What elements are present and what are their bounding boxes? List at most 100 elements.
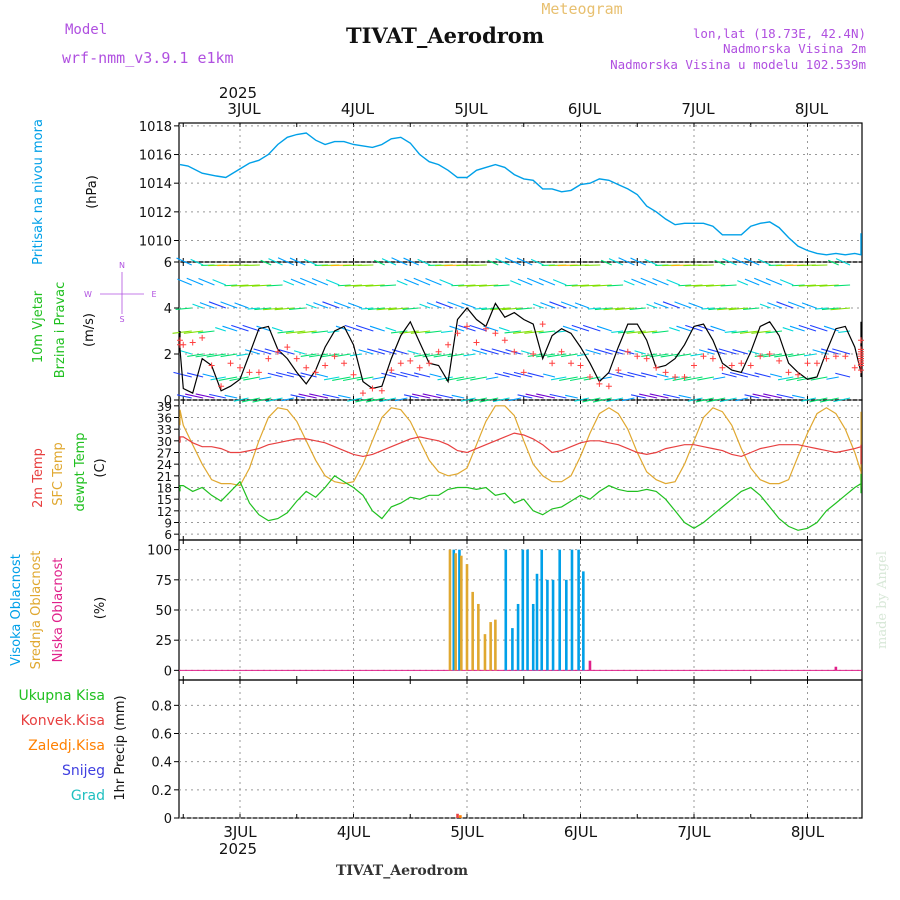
wind-marker [492,330,499,337]
wind-marker [284,344,291,351]
wind-vector [320,353,340,358]
temp-dew-label: dewpt Temp [73,432,88,511]
wind-vector [417,258,431,266]
precip-ytick-label: 0.4 [151,756,172,771]
wind-marker [265,355,272,362]
top-day-label: 4JUL [341,100,375,118]
wind-vector [264,348,283,355]
top-day-label: 3JUL [227,100,261,118]
wind-vector [435,301,454,309]
wind-vector [480,348,499,355]
wind-vector [517,278,533,286]
wind-speed-line [179,302,862,394]
wind-vector [582,324,601,332]
wind-vector [564,284,578,287]
cloud-bar [452,549,456,671]
wind-marker [605,383,612,390]
wind-marker [615,367,622,374]
cloud-bar [511,628,514,671]
wind-marker [832,353,839,360]
precip-legend-item: Ukupna Kisa [18,688,105,704]
wind-vector [402,307,419,311]
wind-vector [419,303,431,309]
wind-vector [559,376,578,381]
wind-vector [195,353,215,358]
wind-marker [180,341,187,348]
wind-vector [492,397,510,403]
cloud-bar [577,549,580,671]
wind-vector [830,307,851,311]
wind-vector [565,394,578,399]
wind-vector [242,324,261,332]
wind-vector [265,397,283,403]
wind-vector [791,284,805,287]
cloud-bar [558,549,561,671]
wind-vector [300,353,317,357]
wind-vector [256,325,272,332]
wind-vector [412,393,431,399]
wind-marker [672,374,679,380]
wind-vector [714,259,726,266]
wind-vector [365,284,385,287]
cloud-bar [582,571,585,671]
wind-marker [331,353,338,360]
wind-vector [425,277,442,286]
wind-vector [646,303,658,309]
wind-vector [183,330,204,334]
wind-marker [549,360,556,367]
wind-vector [258,376,272,380]
wind-vector [769,373,783,378]
wind-vector [767,302,783,309]
temp-ytick-label: 36 [157,412,172,426]
precip-legend-item: Zaledj.Kisa [28,738,105,754]
wind-vector [660,353,680,358]
wind-vector [606,397,624,403]
wind-vector [641,353,658,357]
wind-vector [447,353,465,358]
bottom-day-label: 6JUL [564,823,598,841]
wind-marker [208,362,215,369]
wind-vector [309,393,329,399]
wind-vector [801,302,817,309]
wind-marker [577,362,584,369]
wind-vector [516,307,533,311]
temp-ytick-label: 15 [157,493,172,507]
wind-marker [558,348,565,355]
wind-vector [311,277,329,286]
wind-vector [787,301,805,309]
wind-vector [542,373,556,378]
compass-east: E [151,290,156,299]
wind-vector [404,278,419,286]
wind-vector [290,278,306,286]
cloud-bar [458,549,461,671]
wind-vector [251,284,272,287]
wind-vector [585,349,601,355]
wind-vector [621,397,635,402]
wind-marker [851,364,858,371]
wind-vector [538,277,556,286]
precip-legend-item: Snijeg [62,763,105,779]
precip-bar [456,813,459,818]
cloud-bar [516,603,520,671]
wind-marker [776,357,783,364]
wind-vector [481,307,499,311]
wind-vector [571,284,590,287]
wind-marker [634,353,641,360]
wind-vector [195,393,215,399]
wind-vector [640,277,658,286]
wind-vector [827,259,839,266]
wind-compass: N S W E [84,261,156,324]
cloud-bar [489,622,492,671]
wind-vector [719,397,737,403]
wind-vector [220,301,238,309]
wind-marker [586,374,593,380]
wind-vector [527,372,544,378]
wind-vector [743,257,760,266]
precip-ytick-label: 0 [164,812,172,827]
cloud-plot [179,549,862,671]
wind-vector [198,330,215,334]
wind-vector [390,330,408,334]
footer-station: TIVAT_Aerodrom [336,863,468,879]
wind-marker [738,360,745,367]
wind-vector [437,376,453,381]
